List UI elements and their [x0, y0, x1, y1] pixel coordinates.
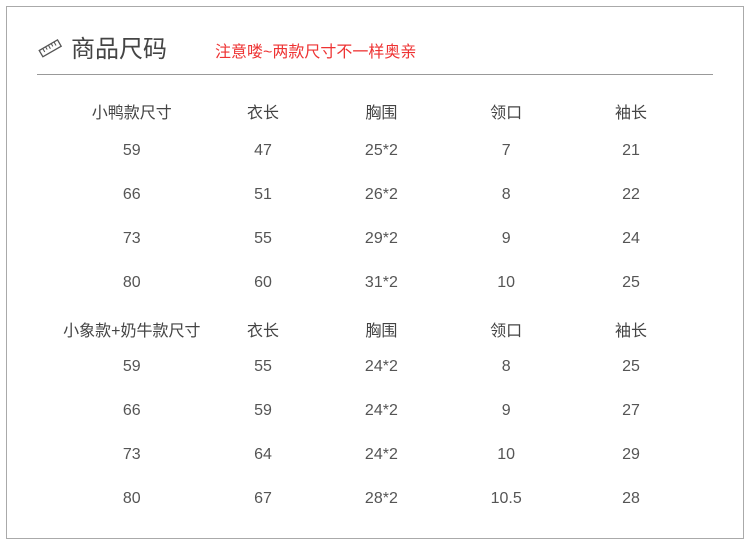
table2-header: 小象款+奶牛款尺寸 衣长 胸围 领口 袖长 — [55, 305, 695, 345]
cell: 24*2 — [317, 345, 445, 389]
cell: 25 — [567, 345, 695, 389]
cell: 80 — [55, 477, 209, 521]
cell: 64 — [209, 433, 318, 477]
cell: 24*2 — [317, 389, 445, 433]
cell: 8 — [445, 173, 567, 217]
cell: 67 — [209, 477, 318, 521]
cell: 73 — [55, 433, 209, 477]
col-header: 领口 — [445, 305, 567, 345]
size-panel: 商品尺码 注意喽~两款尺寸不一样奥亲 小鸭款尺寸 衣长 胸围 领口 袖长 — [6, 6, 744, 539]
cell: 26*2 — [317, 173, 445, 217]
col-header: 小象款+奶牛款尺寸 — [55, 305, 209, 345]
col-header: 袖长 — [567, 305, 695, 345]
notice-text: 注意喽~两款尺寸不一样奥亲 — [215, 38, 416, 62]
col-header: 领口 — [445, 93, 567, 129]
ruler-icon — [37, 35, 63, 61]
cell: 59 — [209, 389, 318, 433]
page-title: 商品尺码 — [71, 29, 167, 64]
table-row: 66 59 24*2 9 27 — [55, 389, 695, 433]
col-header: 袖长 — [567, 93, 695, 129]
cell: 28 — [567, 477, 695, 521]
cell: 8 — [445, 345, 567, 389]
table-row: 73 55 29*2 9 24 — [55, 217, 695, 261]
cell: 25*2 — [317, 129, 445, 173]
col-header: 胸围 — [317, 93, 445, 129]
cell: 66 — [55, 389, 209, 433]
col-header: 衣长 — [209, 305, 318, 345]
cell: 73 — [55, 217, 209, 261]
table-row: 80 60 31*2 10 25 — [55, 261, 695, 305]
table-row: 66 51 26*2 8 22 — [55, 173, 695, 217]
cell: 47 — [209, 129, 318, 173]
col-header: 胸围 — [317, 305, 445, 345]
cell: 80 — [55, 261, 209, 305]
cell: 22 — [567, 173, 695, 217]
header-row: 商品尺码 注意喽~两款尺寸不一样奥亲 — [37, 29, 713, 75]
outer-container: 商品尺码 注意喽~两款尺寸不一样奥亲 小鸭款尺寸 衣长 胸围 领口 袖长 — [0, 0, 750, 545]
table-row: 73 64 24*2 10 29 — [55, 433, 695, 477]
cell: 24 — [567, 217, 695, 261]
cell: 7 — [445, 129, 567, 173]
cell: 10 — [445, 261, 567, 305]
cell: 24*2 — [317, 433, 445, 477]
table-row: 59 47 25*2 7 21 — [55, 129, 695, 173]
cell: 55 — [209, 345, 318, 389]
cell: 66 — [55, 173, 209, 217]
size-tables: 小鸭款尺寸 衣长 胸围 领口 袖长 59 47 25*2 7 21 66 — [37, 93, 713, 521]
cell: 29*2 — [317, 217, 445, 261]
cell: 9 — [445, 389, 567, 433]
col-header: 衣长 — [209, 93, 318, 129]
cell: 10 — [445, 433, 567, 477]
table-row: 80 67 28*2 10.5 28 — [55, 477, 695, 521]
col-header: 小鸭款尺寸 — [55, 93, 209, 129]
cell: 28*2 — [317, 477, 445, 521]
cell: 51 — [209, 173, 318, 217]
cell: 59 — [55, 129, 209, 173]
cell: 21 — [567, 129, 695, 173]
table-row: 59 55 24*2 8 25 — [55, 345, 695, 389]
cell: 27 — [567, 389, 695, 433]
cell: 25 — [567, 261, 695, 305]
cell: 31*2 — [317, 261, 445, 305]
cell: 60 — [209, 261, 318, 305]
cell: 29 — [567, 433, 695, 477]
table1-header: 小鸭款尺寸 衣长 胸围 领口 袖长 — [55, 93, 695, 129]
cell: 59 — [55, 345, 209, 389]
cell: 9 — [445, 217, 567, 261]
cell: 55 — [209, 217, 318, 261]
size-table: 小鸭款尺寸 衣长 胸围 领口 袖长 59 47 25*2 7 21 66 — [55, 93, 695, 521]
cell: 10.5 — [445, 477, 567, 521]
